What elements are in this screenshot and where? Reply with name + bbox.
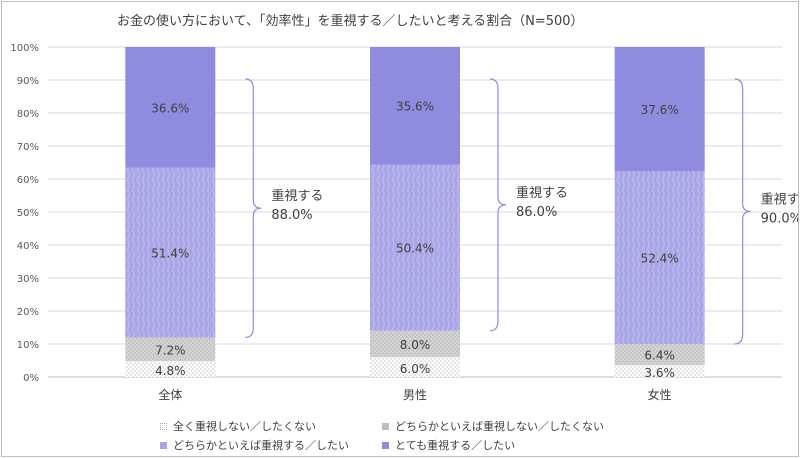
bar-segment bbox=[125, 361, 216, 377]
chart-title: お金の使い方において、「効率性」を重視する／したいと考える割合（N=500） bbox=[117, 13, 584, 29]
bar-segment bbox=[125, 167, 216, 338]
bar-segment bbox=[370, 357, 460, 377]
data-label: 35.6% bbox=[396, 100, 434, 114]
category-label: 全体 bbox=[158, 387, 182, 402]
y-tick-label: 10% bbox=[17, 340, 39, 351]
bracket bbox=[489, 78, 507, 332]
bracket-label: 重視する bbox=[271, 188, 323, 204]
legend-label-3: どちらかといえば重視する／したい bbox=[173, 439, 349, 452]
y-tick-label: 30% bbox=[17, 274, 39, 285]
legend-swatch-3 bbox=[160, 441, 167, 449]
data-label: 36.6% bbox=[151, 101, 189, 115]
bar-segment bbox=[370, 47, 460, 165]
bar-segment bbox=[125, 337, 216, 362]
data-label: 50.4% bbox=[396, 242, 434, 256]
bar-segment bbox=[370, 330, 460, 358]
y-tick-label: 90% bbox=[17, 76, 39, 87]
y-tick-label: 40% bbox=[17, 241, 39, 252]
data-label: 6.0% bbox=[400, 362, 431, 376]
legend-swatch-4 bbox=[382, 441, 389, 449]
bracket-value: 90.0% bbox=[761, 212, 798, 227]
y-tick-label: 80% bbox=[17, 109, 39, 120]
bracket-label: 重視する bbox=[761, 192, 798, 208]
data-label: 7.2% bbox=[155, 343, 186, 357]
category-label: 女性 bbox=[648, 387, 672, 402]
data-label: 6.4% bbox=[644, 349, 675, 363]
y-tick-label: 60% bbox=[17, 175, 39, 186]
data-label: 37.6% bbox=[641, 103, 679, 117]
legend-item-2: どちらかといえば重視しない／したくない bbox=[382, 418, 604, 434]
legend-swatch-1 bbox=[160, 422, 167, 430]
y-tick-label: 100% bbox=[10, 43, 39, 54]
bracket-value: 88.0% bbox=[271, 208, 312, 223]
data-label: 3.6% bbox=[644, 366, 675, 380]
bracket-label: 重視する bbox=[516, 185, 568, 201]
legend-label-4: とても重視する／したい bbox=[395, 439, 516, 452]
legend-label-1: 全く重視しない／したくない bbox=[173, 420, 316, 433]
data-label: 52.4% bbox=[641, 252, 679, 266]
y-tick-label: 50% bbox=[17, 208, 39, 219]
legend-item-4: とても重視する／したい bbox=[382, 437, 515, 453]
y-tick-label: 20% bbox=[17, 307, 39, 318]
bar-segment bbox=[614, 47, 705, 172]
bracket bbox=[245, 78, 262, 338]
legend-item-3: どちらかといえば重視する／したい bbox=[160, 437, 349, 453]
legend-swatch-2 bbox=[382, 422, 389, 430]
bar-segment bbox=[614, 344, 705, 366]
y-tick-label: 70% bbox=[17, 142, 39, 153]
bracket-value: 86.0% bbox=[516, 205, 557, 220]
bar-segment bbox=[370, 164, 460, 331]
data-label: 51.4% bbox=[151, 247, 189, 261]
bar-segment bbox=[614, 365, 705, 377]
bar-segment bbox=[125, 47, 216, 168]
category-label: 男性 bbox=[403, 388, 427, 402]
y-tick-label: 0% bbox=[23, 373, 39, 384]
legend-item-1: 全く重視しない／したくない bbox=[160, 418, 316, 434]
bar-segment bbox=[614, 171, 705, 344]
data-label: 4.8% bbox=[155, 364, 186, 378]
data-label: 8.0% bbox=[400, 338, 431, 352]
legend-label-2: どちらかといえば重視しない／したくない bbox=[395, 420, 604, 433]
